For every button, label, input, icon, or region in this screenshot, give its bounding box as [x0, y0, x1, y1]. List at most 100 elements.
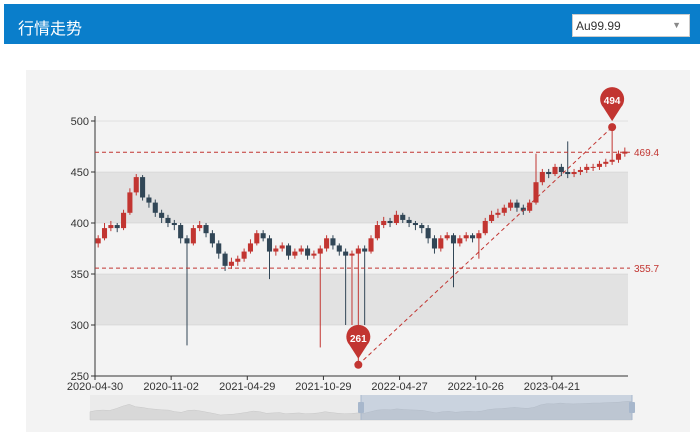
candle-body [482, 220, 488, 234]
candle-body [254, 233, 260, 244]
page-title: 行情走势 [18, 19, 83, 38]
y-tick-label: 300 [71, 320, 89, 332]
candle-body [546, 172, 552, 175]
candle-body [279, 245, 285, 249]
candle-body [615, 153, 622, 160]
candle-body [159, 212, 165, 218]
grid-band [95, 274, 628, 325]
candle-body [184, 238, 190, 244]
candle-body [228, 261, 234, 266]
instrument-select[interactable]: Au99.99 ▼ [572, 14, 690, 37]
candle-body [95, 238, 101, 244]
candle-body [197, 225, 203, 229]
y-tick-label: 350 [71, 269, 89, 281]
data-zoom-window[interactable] [361, 395, 632, 420]
candle-body [552, 166, 558, 175]
candle-body [101, 228, 108, 239]
candle-body [292, 251, 298, 256]
candle-body [355, 248, 361, 254]
candle-body [178, 225, 184, 239]
candle-body [444, 235, 450, 239]
chart-panel: 250 300 350 400 450 500 2020-04-30 2020-11-02 20… [26, 70, 690, 432]
candle-body [362, 248, 368, 252]
candle-body [596, 163, 602, 167]
candle-body [216, 243, 222, 254]
candle-body [260, 233, 266, 239]
candle-body [438, 238, 444, 249]
candle-body [501, 207, 507, 213]
candle-body [285, 245, 292, 256]
instrument-select-value: Au99.99 [576, 19, 621, 33]
candle-body [470, 235, 476, 239]
candle-body [273, 248, 279, 252]
candle-body [305, 248, 311, 256]
data-zoom-preview [89, 400, 633, 421]
candle-body [381, 220, 387, 226]
candle-body [266, 238, 273, 252]
candle-body [190, 228, 196, 244]
candle-body [476, 233, 482, 239]
candle-body [590, 166, 596, 168]
candle-body [527, 202, 533, 211]
candle-body [533, 182, 539, 203]
x-tick-label: 2022-04-27 [371, 381, 427, 393]
candle-body [539, 172, 545, 183]
y-tick-label: 400 [71, 218, 89, 230]
candle-body [514, 202, 520, 208]
candle-body [121, 212, 127, 229]
candle-body [203, 225, 209, 234]
y-tick-label: 500 [71, 116, 89, 128]
candle-body [374, 225, 380, 239]
candle-body [298, 248, 304, 252]
candle-body [330, 238, 336, 246]
candle-body [349, 253, 355, 256]
candle-body [247, 243, 253, 252]
map-pin-icon [600, 87, 625, 122]
candle-body [622, 151, 628, 154]
chevron-down-icon: ▼ [672, 20, 681, 30]
candle-body [400, 214, 406, 220]
candle-body [235, 258, 241, 262]
candle-body [368, 238, 374, 252]
candle-body [609, 159, 615, 162]
x-tick-label: 2023-04-21 [524, 381, 580, 393]
y-tick-label: 450 [71, 167, 89, 179]
candle-body [558, 166, 564, 172]
candle-body [406, 219, 412, 223]
x-tick-label: 2020-04-30 [67, 381, 123, 393]
data-zoom-handle[interactable] [358, 402, 364, 413]
candle-body [463, 235, 469, 239]
candle-body [565, 172, 571, 175]
x-tick-label: 2022-10-26 [448, 381, 504, 393]
candle-body [171, 223, 177, 226]
grid-band [95, 172, 628, 223]
mark-line-label: 355.7 [634, 264, 659, 275]
candle-body [108, 225, 114, 229]
mark-point-dot [354, 360, 363, 369]
candle-body [114, 225, 120, 229]
candle-body [209, 233, 215, 244]
candle-body [222, 253, 228, 266]
candle-body [495, 212, 501, 215]
candle-body [140, 177, 146, 198]
trend-line [357, 126, 613, 366]
candle-body [419, 225, 425, 229]
candle-body [393, 214, 399, 223]
candle-body [577, 169, 583, 172]
mark-line-label: 469.4 [634, 148, 659, 159]
data-zoom-handle[interactable] [629, 402, 635, 413]
candle-body [133, 177, 139, 193]
candle-body [387, 220, 393, 223]
map-pin-icon [346, 324, 371, 359]
candle-body [571, 172, 577, 175]
candle-body [324, 238, 330, 249]
mark-point-label: 494 [604, 96, 621, 107]
x-tick-label: 2021-04-29 [219, 381, 275, 393]
candle-body [165, 217, 171, 223]
candle-body [343, 251, 349, 256]
candle-body [336, 245, 342, 252]
candle-body [489, 214, 495, 221]
candle-body [241, 251, 247, 259]
candle-body [450, 235, 457, 244]
header-bar: 行情走势 Au99.99 ▼ [4, 4, 700, 44]
